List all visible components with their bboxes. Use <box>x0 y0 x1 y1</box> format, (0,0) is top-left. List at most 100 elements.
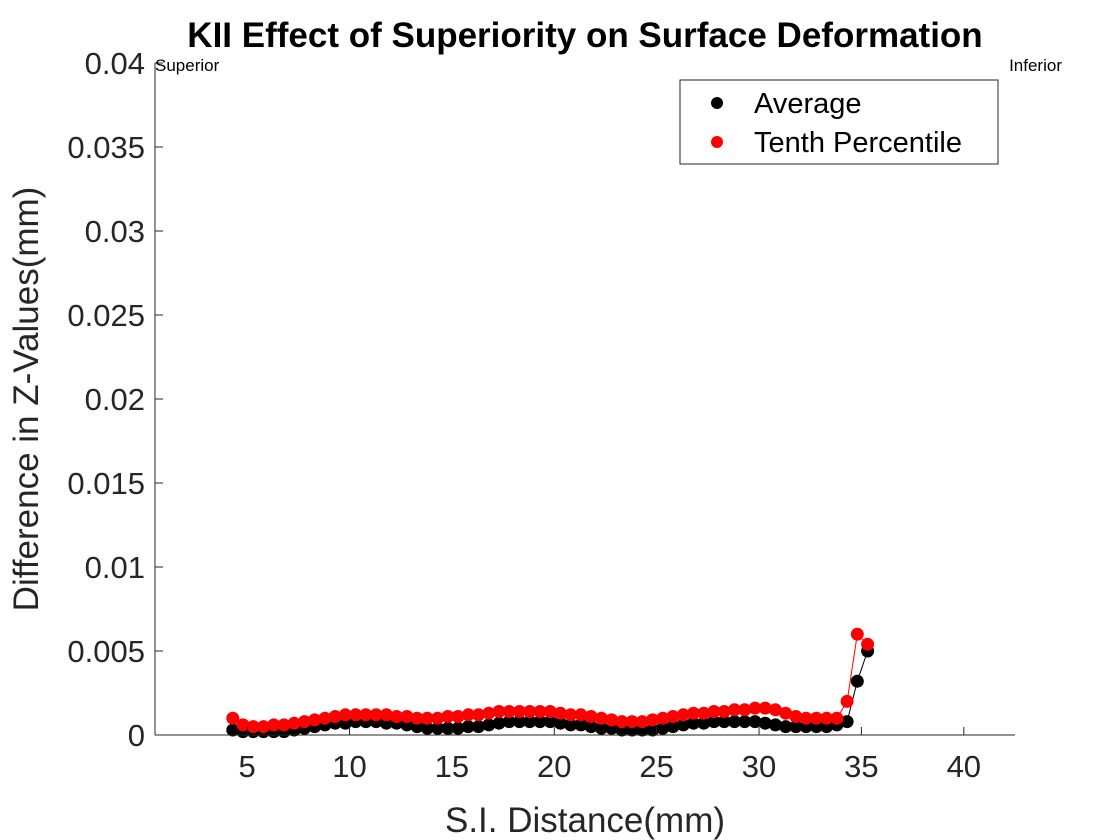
data-point-tenth-percentile <box>553 706 567 720</box>
data-point-average <box>758 716 772 730</box>
data-point-average <box>779 720 793 734</box>
data-point-average <box>492 716 506 730</box>
data-point-tenth-percentile <box>666 710 680 723</box>
data-point-tenth-percentile <box>697 706 711 720</box>
y-tick-label: 0.005 <box>67 634 145 669</box>
data-point-tenth-percentile <box>492 705 506 718</box>
data-point-tenth-percentile <box>400 710 414 723</box>
data-point-average <box>768 718 782 732</box>
data-point-tenth-percentile <box>861 637 875 651</box>
data-point-average <box>584 720 598 734</box>
legend: Average Tenth Percentile <box>679 79 999 165</box>
annotation-inferior: Inferior <box>1009 56 1062 75</box>
data-point-tenth-percentile <box>809 711 823 725</box>
data-point-tenth-percentile <box>646 713 660 727</box>
data-point-average <box>840 715 854 729</box>
data-point-tenth-percentile <box>226 711 240 725</box>
data-point-tenth-percentile <box>748 701 762 715</box>
data-point-average <box>502 715 516 729</box>
data-point-tenth-percentile <box>257 720 270 734</box>
data-point-average <box>431 721 445 735</box>
data-point-tenth-percentile <box>390 710 404 723</box>
data-point-tenth-percentile <box>850 627 864 641</box>
data-point-average <box>738 715 752 729</box>
data-point-tenth-percentile <box>338 708 352 722</box>
data-point-tenth-percentile <box>543 705 557 718</box>
data-point-tenth-percentile <box>768 703 782 717</box>
data-point-average <box>420 721 434 735</box>
data-point-average <box>687 716 700 730</box>
chart-title: KII Effect of Superiority on Surface Def… <box>187 16 982 55</box>
annotation-superior: Superior <box>155 56 220 75</box>
data-point-tenth-percentile <box>328 710 342 723</box>
data-point-tenth-percentile <box>359 708 373 722</box>
data-point-tenth-percentile <box>287 716 301 730</box>
data-point-average <box>707 715 721 729</box>
x-axis-title: S.I. Distance(mm) <box>445 801 725 840</box>
data-point-tenth-percentile <box>369 708 383 722</box>
data-point-tenth-percentile <box>840 694 854 708</box>
data-point-tenth-percentile <box>625 715 639 729</box>
plot-area <box>155 63 1015 735</box>
data-point-tenth-percentile <box>482 706 496 720</box>
data-point-tenth-percentile <box>513 705 526 718</box>
data-layer <box>226 627 875 739</box>
data-point-tenth-percentile <box>533 705 547 718</box>
data-point-average <box>656 721 670 735</box>
data-point-tenth-percentile <box>298 715 311 729</box>
legend-label-average: Average <box>754 88 862 120</box>
data-point-tenth-percentile <box>246 720 260 734</box>
data-point-average <box>461 720 475 734</box>
data-point-tenth-percentile <box>410 711 424 725</box>
x-tick-label: 5 <box>239 749 256 784</box>
data-point-average <box>513 715 526 729</box>
data-point-tenth-percentile <box>656 711 670 725</box>
data-point-tenth-percentile <box>635 715 649 729</box>
y-tick-label: 0.02 <box>85 382 145 417</box>
y-tick-label: 0.01 <box>85 550 145 585</box>
y-axis-title: Difference in Z-Values(mm) <box>7 187 46 612</box>
data-point-average <box>543 715 557 729</box>
data-point-tenth-percentile <box>451 710 465 723</box>
legend-marker-average <box>711 97 723 109</box>
data-point-average <box>574 718 588 732</box>
data-point-tenth-percentile <box>615 715 629 729</box>
data-point-tenth-percentile <box>676 708 690 722</box>
data-point-average <box>441 721 455 735</box>
data-point-tenth-percentile <box>564 708 578 722</box>
x-tick-label: 20 <box>537 749 571 784</box>
data-point-average <box>564 718 578 732</box>
y-tick-label: 0.04 <box>85 46 145 81</box>
legend-box <box>679 79 999 165</box>
x-tick-label: 30 <box>742 749 776 784</box>
data-point-tenth-percentile <box>267 718 281 732</box>
data-point-average <box>697 716 711 730</box>
data-point-average <box>553 716 567 730</box>
legend-marker-tenth-percentile <box>711 136 723 148</box>
data-point-tenth-percentile <box>789 710 803 723</box>
y-tick-label: 0 <box>128 718 145 753</box>
data-point-tenth-percentile <box>472 708 485 722</box>
data-point-tenth-percentile <box>779 706 793 720</box>
data-point-tenth-percentile <box>420 711 434 725</box>
data-point-average <box>850 674 864 688</box>
data-point-average <box>666 720 680 734</box>
y-tick-label: 0.035 <box>67 130 145 165</box>
data-point-tenth-percentile <box>687 706 700 720</box>
data-point-tenth-percentile <box>799 711 813 725</box>
data-point-tenth-percentile <box>738 703 752 717</box>
data-point-average <box>748 715 762 729</box>
data-point-tenth-percentile <box>277 718 291 732</box>
data-point-tenth-percentile <box>594 711 608 725</box>
data-point-tenth-percentile <box>318 711 332 725</box>
y-ticks: 0 0.005 0.01 0.015 0.02 0.025 0.03 0.035 0.04 <box>67 46 163 753</box>
data-point-average <box>676 718 690 732</box>
x-tick-label: 15 <box>435 749 469 784</box>
data-point-average <box>482 718 496 732</box>
data-point-average <box>646 723 660 737</box>
data-point-tenth-percentile <box>584 710 598 723</box>
data-point-average <box>789 720 803 734</box>
data-point-average <box>728 715 741 729</box>
y-tick-label: 0.03 <box>85 214 145 249</box>
